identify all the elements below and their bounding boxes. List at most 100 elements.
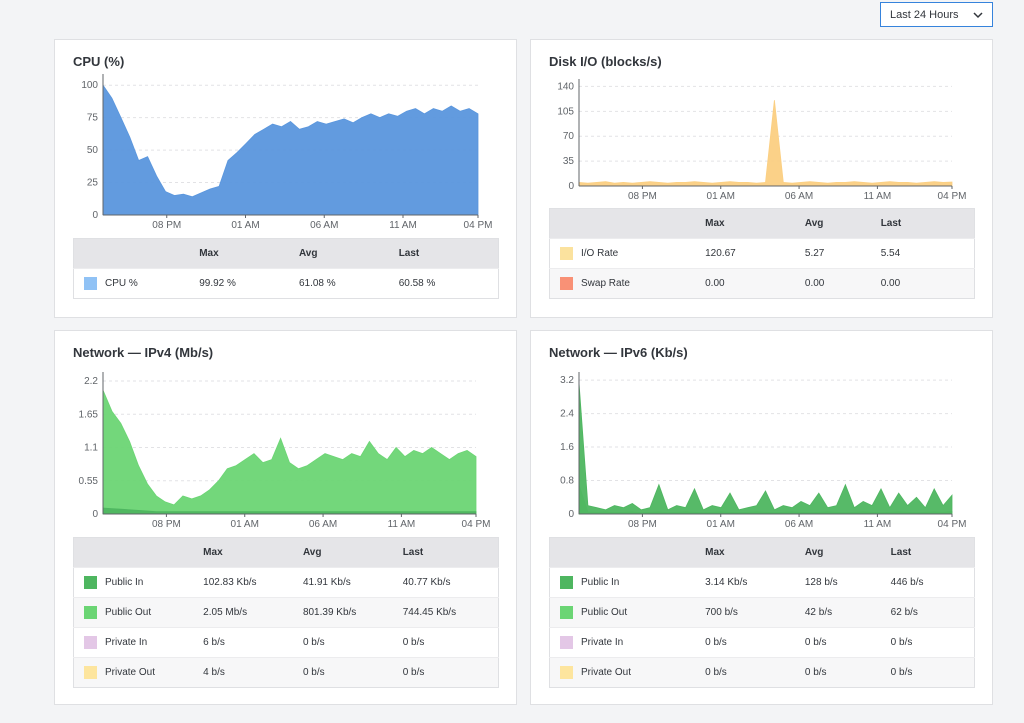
y-tick-label: 0 — [568, 181, 574, 192]
x-tick-label: 11 AM — [864, 519, 892, 530]
legend-header-avg: Avg — [302, 537, 403, 568]
legend-last-value: 60.58 % — [398, 268, 499, 299]
series-area-0 — [102, 83, 479, 216]
legend-header-blank — [549, 208, 706, 239]
legend-last-value: 446 b/s — [890, 567, 975, 598]
y-tick-label: 50 — [87, 145, 99, 156]
y-tick-label: 25 — [87, 178, 99, 189]
chevron-down-icon — [973, 12, 983, 19]
y-tick-label: 0 — [92, 509, 98, 520]
legend-header-blank — [73, 238, 200, 269]
legend-swatch — [560, 606, 573, 619]
legend-swatch — [560, 247, 573, 260]
legend-row[interactable]: I/O Rate 120.67 5.27 5.54 — [549, 238, 975, 269]
y-tick-label: 0.8 — [560, 476, 574, 487]
legend-row[interactable]: Public In 102.83 Kb/s 41.91 Kb/s 40.77 Kb/s — [73, 567, 499, 598]
y-tick-label: 1.65 — [79, 409, 99, 420]
network-ipv6-panel: Network — IPv6 (Kb/s) 0 0.8 1.6 2.4 3.2 08 PM… — [530, 330, 993, 705]
x-tick-label: 11 AM — [388, 519, 416, 530]
disk-io-panel: Disk I/O (blocks/s) 0 35 70 105 140 08 PM 01 A… — [530, 39, 993, 318]
legend-last-value: 40.77 Kb/s — [402, 567, 499, 598]
legend-max-value: 2.05 Mb/s — [203, 597, 303, 628]
legend-avg-value: 0 b/s — [804, 657, 891, 688]
legend-series-cell: Public Out — [73, 597, 204, 628]
legend-last-value: 0 b/s — [402, 627, 499, 658]
legend-max-value: 4 b/s — [203, 657, 303, 688]
x-tick-label: 01 AM — [231, 220, 259, 231]
x-tick-label: 06 AM — [785, 519, 813, 530]
x-tick-label: 06 AM — [309, 519, 337, 530]
legend-series-name: Public Out — [105, 607, 152, 618]
legend-row[interactable]: Private Out 0 b/s 0 b/s 0 b/s — [549, 657, 975, 688]
legend-row[interactable]: Public Out 2.05 Mb/s 801.39 Kb/s 744.45 Kb/… — [73, 597, 499, 628]
y-tick-label: 0 — [568, 509, 574, 520]
series-area-1 — [578, 382, 953, 515]
legend-row[interactable]: Public Out 700 b/s 42 b/s 62 b/s — [549, 597, 975, 628]
y-tick-label: 100 — [81, 80, 98, 91]
legend-avg-value: 42 b/s — [804, 597, 891, 628]
legend-max-value: 6 b/s — [203, 627, 303, 658]
legend-max-value: 0 b/s — [705, 657, 805, 688]
legend-avg-value: 61.08 % — [298, 268, 399, 299]
legend-row[interactable]: CPU % 99.92 % 61.08 % 60.58 % — [73, 268, 499, 299]
x-tick-label: 04 PM — [464, 220, 493, 231]
legend-swatch — [84, 666, 97, 679]
legend-series-cell: Public Out — [549, 597, 706, 628]
legend-swatch — [560, 636, 573, 649]
legend-header-avg: Avg — [804, 208, 881, 239]
legend-max-value: 0 b/s — [705, 627, 805, 658]
legend-swatch — [84, 277, 97, 290]
legend-avg-value: 0 b/s — [804, 627, 891, 658]
time-range-select[interactable]: Last 24 Hours — [880, 2, 993, 27]
x-tick-label: 01 AM — [707, 519, 735, 530]
legend-avg-value: 0.00 — [804, 268, 881, 299]
y-tick-label: 1.6 — [560, 442, 574, 453]
legend-last-value: 62 b/s — [890, 597, 975, 628]
y-tick-label: 75 — [87, 113, 99, 124]
x-tick-label: 11 AM — [864, 191, 892, 202]
y-tick-label: 1.1 — [84, 443, 98, 454]
series-area-0 — [102, 389, 477, 515]
legend-series-cell: Public In — [549, 567, 706, 598]
legend-row[interactable]: Private In 0 b/s 0 b/s 0 b/s — [549, 627, 975, 658]
panel-title: Network — IPv6 (Kb/s) — [549, 345, 688, 360]
legend-max-value: 3.14 Kb/s — [705, 567, 805, 598]
network-ipv6-legend-table: Max Avg Last Public In 3.14 Kb/s 128 b/s 446 b… — [549, 537, 975, 688]
legend-series-name: CPU % — [105, 278, 138, 289]
legend-avg-value: 0 b/s — [302, 627, 403, 658]
legend-max-value: 102.83 Kb/s — [203, 567, 303, 598]
legend-row[interactable]: Public In 3.14 Kb/s 128 b/s 446 b/s — [549, 567, 975, 598]
legend-row[interactable]: Swap Rate 0.00 0.00 0.00 — [549, 268, 975, 299]
legend-avg-value: 41.91 Kb/s — [302, 567, 403, 598]
x-tick-label: 11 AM — [389, 220, 417, 231]
y-tick-label: 0 — [92, 210, 98, 221]
disk-io-legend-table: Max Avg Last I/O Rate 120.67 5.27 5.54 Swap Rat… — [549, 208, 975, 299]
network-ipv4-legend-table: Max Avg Last Public In 102.83 Kb/s 41.91 Kb/s… — [73, 537, 499, 688]
legend-series-name: Public In — [105, 577, 144, 588]
panel-title: Network — IPv4 (Mb/s) — [73, 345, 214, 360]
legend-swatch — [560, 576, 573, 589]
legend-max-value: 0.00 — [705, 268, 805, 299]
legend-header-max: Max — [203, 537, 303, 568]
legend-series-cell: Public In — [73, 567, 204, 598]
y-tick-label: 2.2 — [84, 376, 98, 387]
cpu-chart: 0 25 50 75 100 08 PM 01 AM 06 AM 11 AM 04 PM — [81, 74, 493, 231]
legend-series-name: Private Out — [581, 667, 632, 678]
legend-series-name: Private In — [105, 637, 148, 648]
legend-row[interactable]: Private Out 4 b/s 0 b/s 0 b/s — [73, 657, 499, 688]
legend-header-blank — [549, 537, 706, 568]
legend-avg-value: 801.39 Kb/s — [302, 597, 403, 628]
x-tick-label: 04 PM — [938, 191, 967, 202]
legend-series-cell: Private Out — [549, 657, 706, 688]
x-tick-label: 06 AM — [785, 191, 813, 202]
legend-series-cell: I/O Rate — [549, 238, 706, 269]
legend-row[interactable]: Private In 6 b/s 0 b/s 0 b/s — [73, 627, 499, 658]
legend-last-value: 0 b/s — [890, 627, 975, 658]
legend-series-cell: Swap Rate — [549, 268, 706, 299]
cpu-panel: CPU (%) 0 25 50 75 100 08 PM 01 AM 06 AM 11 AM 04… — [54, 39, 517, 318]
legend-header-last: Last — [402, 537, 499, 568]
legend-last-value: 0.00 — [880, 268, 975, 299]
x-tick-label: 08 PM — [628, 519, 657, 530]
legend-series-name: Swap Rate — [581, 278, 630, 289]
panel-title: Disk I/O (blocks/s) — [549, 54, 662, 69]
